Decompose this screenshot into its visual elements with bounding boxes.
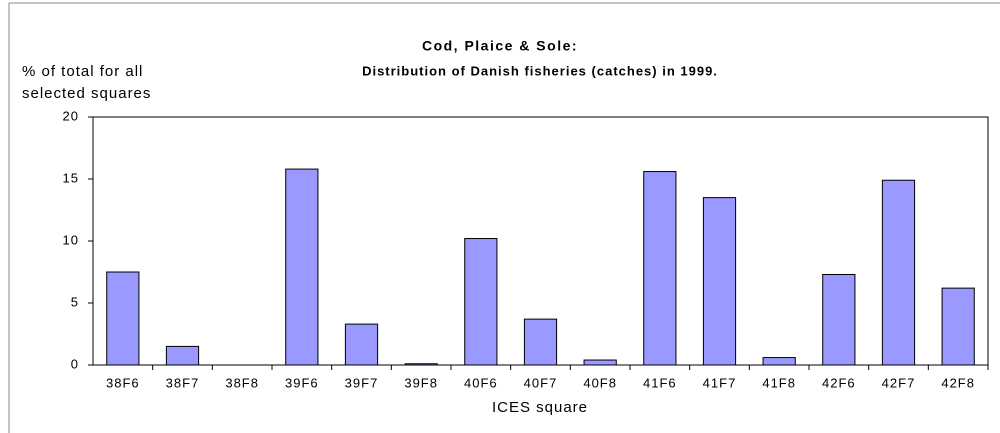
x-tick-label: 42F6 [822, 375, 856, 390]
bar [881, 179, 916, 366]
bar [404, 363, 438, 366]
bar [822, 273, 856, 366]
bar [941, 287, 975, 366]
x-tick-label: 39F6 [285, 375, 319, 390]
y-tick-label: 5 [71, 294, 79, 309]
x-tick-label: 40F6 [464, 375, 498, 390]
x-axis-label: ICES square [492, 399, 588, 416]
x-tick-label: 40F8 [583, 375, 617, 390]
x-tick-label: 38F8 [225, 375, 259, 390]
y-tick-label: 0 [71, 356, 79, 371]
bar [344, 323, 379, 366]
x-tick-label: 41F6 [643, 375, 677, 390]
x-tick-label: 38F7 [166, 375, 200, 390]
bar [165, 345, 200, 366]
bar [583, 359, 617, 366]
bar [285, 168, 319, 366]
y-tick-label: 20 [63, 108, 79, 123]
x-tick-label: 39F8 [404, 375, 438, 390]
bar [702, 197, 737, 366]
y-axis-label: selected squares [22, 85, 151, 102]
x-tick-label: 42F8 [941, 375, 975, 390]
y-tick-label: 15 [63, 170, 79, 185]
x-tick-label: 41F7 [703, 375, 737, 390]
chart-title: Cod, Plaice & Sole: [422, 38, 578, 54]
bar [106, 271, 140, 366]
x-tick-label: 38F6 [106, 375, 140, 390]
x-tick-label: 40F7 [524, 375, 558, 390]
bar [643, 171, 677, 366]
x-tick-label: 42F7 [882, 375, 916, 390]
x-tick-label: 41F8 [762, 375, 796, 390]
chart-subtitle: Distribution of Danish fisheries (catche… [362, 63, 718, 78]
x-tick-label: 39F7 [345, 375, 379, 390]
y-tick-label: 10 [63, 232, 79, 247]
bar [762, 357, 796, 366]
y-axis-label: % of total for all [22, 63, 143, 80]
bar [464, 238, 498, 366]
bar [523, 318, 558, 366]
